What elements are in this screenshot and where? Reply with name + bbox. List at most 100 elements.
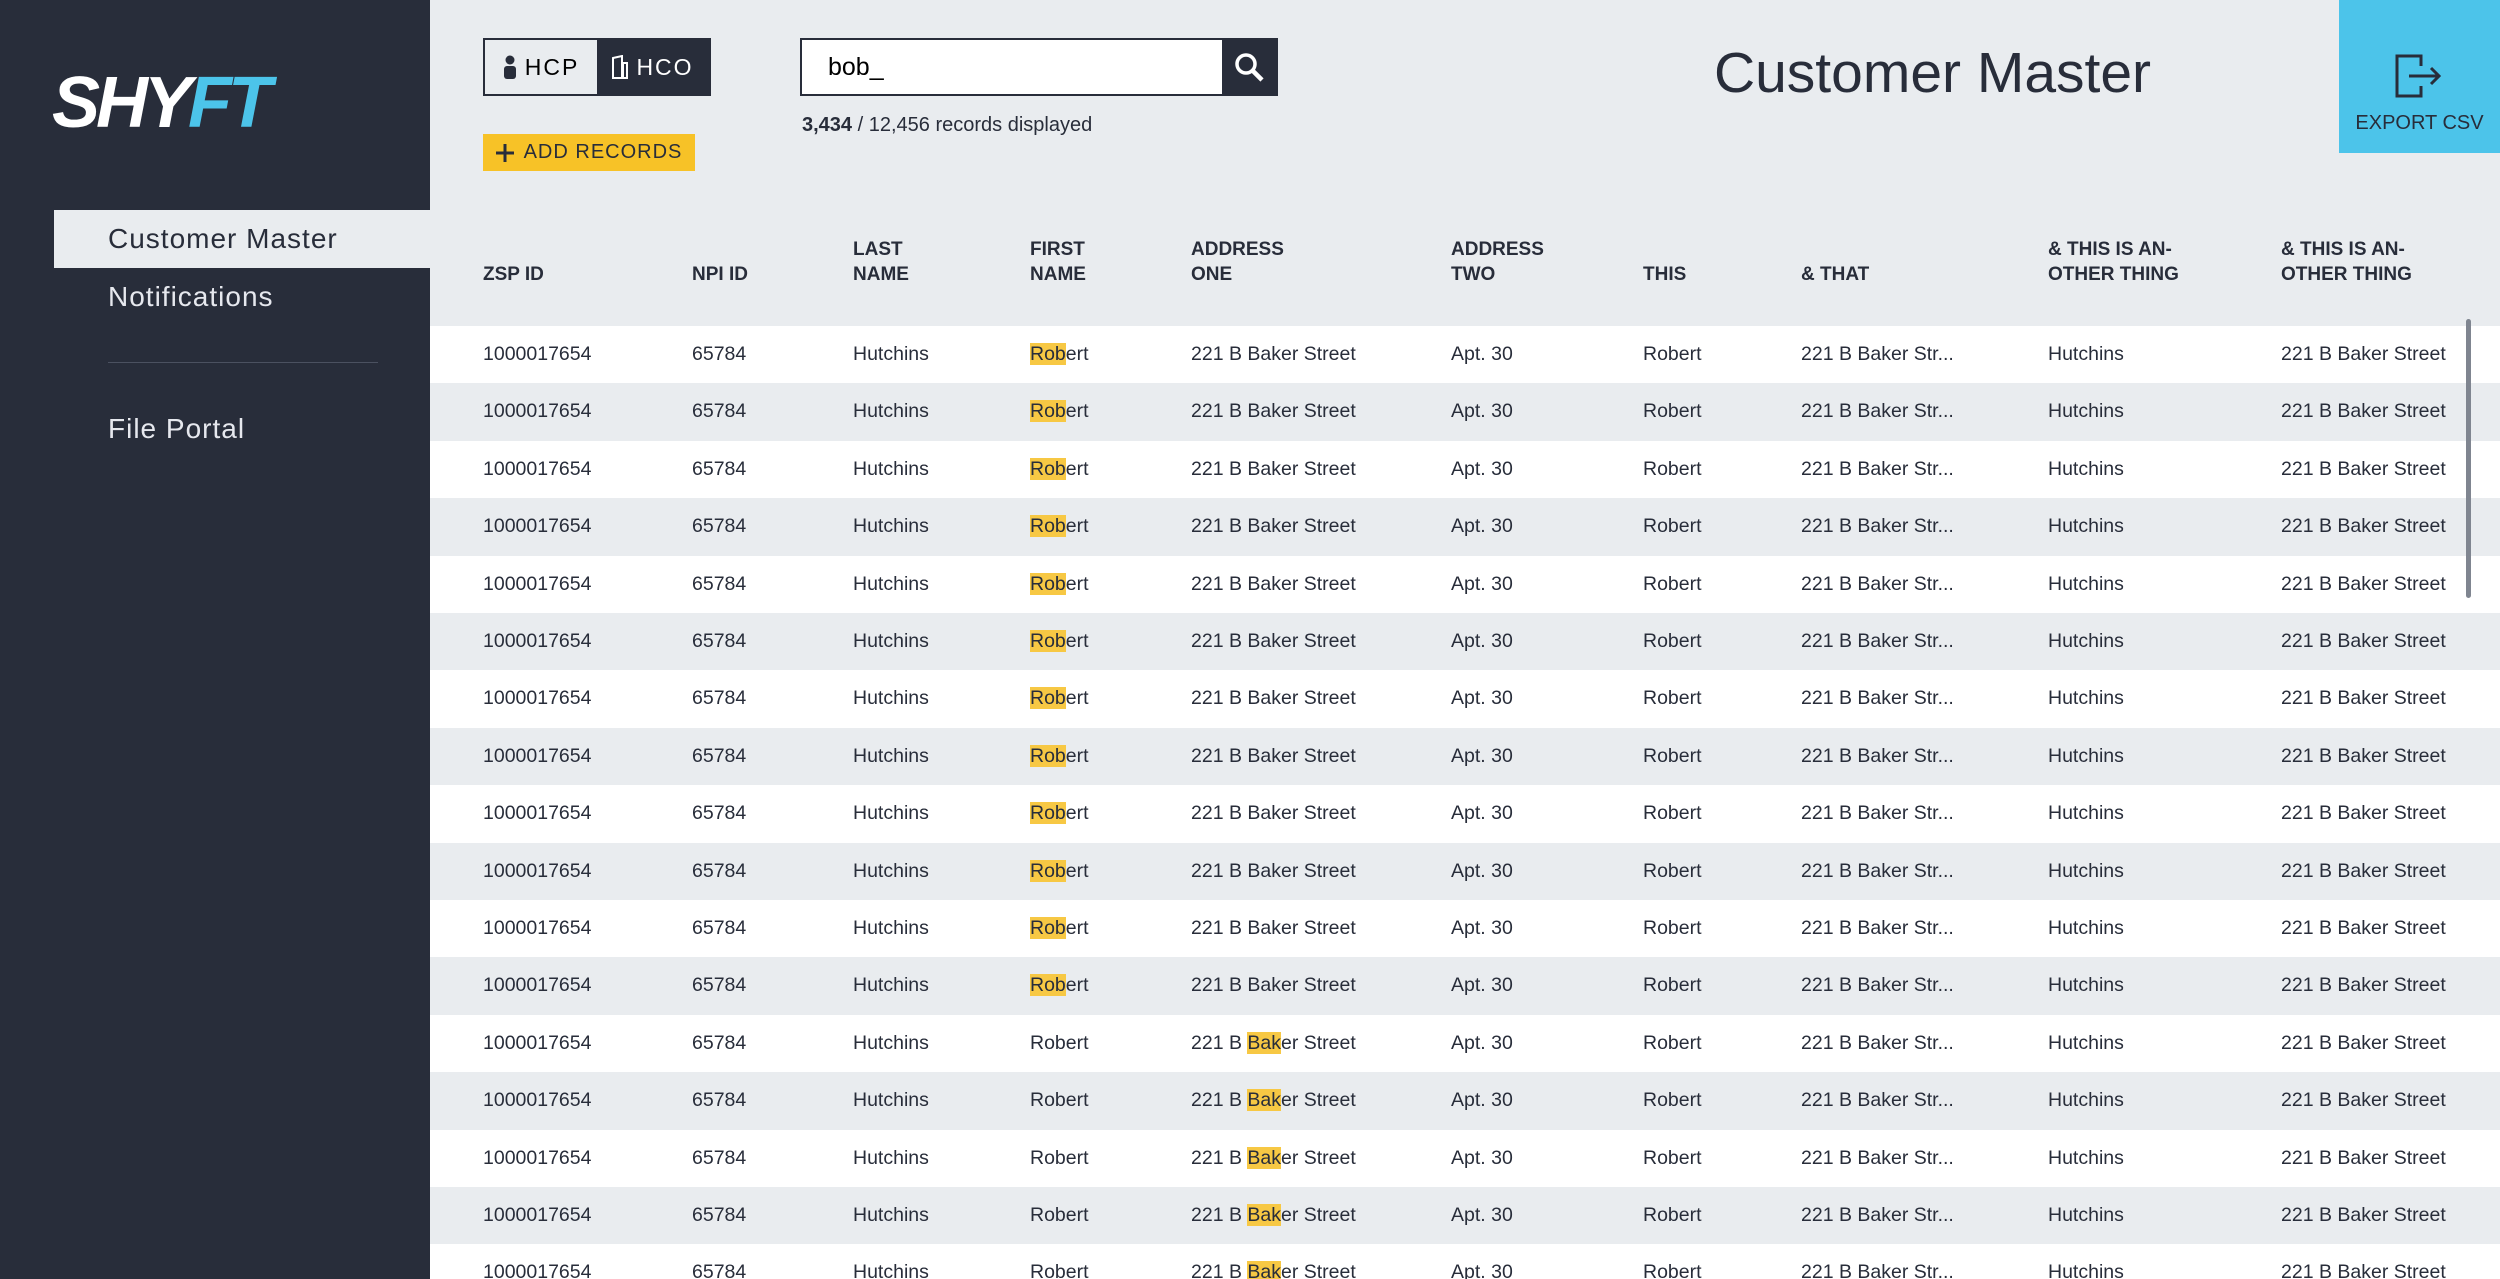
cell: 221 B Baker Street	[1191, 1130, 1356, 1187]
table-row[interactable]: 1000017654 65784 Hutchins Robert 221 B Baker…	[430, 383, 2500, 441]
table-row[interactable]: 1000017654 65784 Hutchins Robert 221 B Baker…	[430, 1187, 2500, 1245]
cell: 221 B Baker Street	[1191, 802, 1356, 825]
search-highlight: Rob	[1030, 515, 1066, 538]
table-row[interactable]: 1000017654 65784 Hutchins Robert 221 B Baker…	[430, 498, 2500, 556]
cell: 1000017654	[483, 1089, 592, 1112]
cell: 221 B Baker Street	[2281, 744, 2446, 767]
nav-item[interactable]: Customer Master	[54, 210, 430, 268]
cell-text: ert	[1065, 572, 1089, 595]
column-header: LAST NAME	[853, 239, 909, 285]
column-header: ZSP ID	[483, 264, 544, 285]
cell: 221 B Baker Street	[1191, 1187, 1356, 1244]
logo: SHYFT	[52, 62, 272, 144]
nav-item[interactable]: File Portal	[108, 413, 246, 444]
cell: Robert	[1030, 1146, 1089, 1169]
cell: Apt. 30	[1451, 630, 1513, 652]
cell: 65784	[692, 1146, 747, 1169]
cell: Apt. 30	[1451, 1089, 1513, 1112]
cell: 1000017654	[483, 1261, 592, 1279]
table-row[interactable]: 1000017654 65784 Hutchins Robert 221 B Baker…	[430, 326, 2500, 384]
cell: 65784	[692, 1261, 747, 1279]
cell: 221 B Baker Str...	[1801, 343, 1954, 365]
cell: 1000017654	[483, 802, 592, 825]
toggle-hco[interactable]: HCO	[597, 40, 709, 94]
cell: Robert	[1643, 515, 1702, 538]
cell: 221 B Baker Street	[2281, 859, 2446, 882]
search-highlight: Bak	[1247, 1089, 1281, 1112]
search-highlight: Rob	[1030, 343, 1066, 365]
column-header: & THAT	[1801, 264, 1870, 285]
column-header: FIRST NAME	[1030, 239, 1086, 285]
logo-part: FT	[188, 63, 272, 143]
cell-text: ert	[1065, 630, 1089, 652]
cell: Hutchins	[2048, 400, 2124, 423]
cell: 221 B Baker Street	[2281, 572, 2446, 595]
records-shown: 3,434	[802, 114, 853, 136]
cell-text: 221 B	[1191, 1031, 1248, 1054]
toggle-label: HCO	[636, 53, 694, 80]
cell: Robert	[1030, 441, 1089, 498]
search-query: bob_	[828, 53, 884, 81]
cell: Robert	[1643, 744, 1702, 767]
toggle-hcp[interactable]: HCP	[485, 40, 597, 94]
cell: 221 B Baker Street	[1191, 343, 1356, 365]
table-row[interactable]: 1000017654 65784 Hutchins Robert 221 B Baker…	[430, 785, 2500, 843]
cell: 221 B Baker Street	[2281, 1031, 2446, 1054]
cell: 1000017654	[483, 1031, 592, 1054]
cell: 1000017654	[483, 974, 592, 997]
cell: Robert	[1030, 1089, 1089, 1112]
cell: Hutchins	[2048, 1146, 2124, 1169]
cell: Apt. 30	[1451, 572, 1513, 595]
cell: Apt. 30	[1451, 1146, 1513, 1169]
cell: Robert	[1030, 1031, 1089, 1054]
cell: 221 B Baker Str...	[1801, 457, 1954, 480]
cell: Apt. 30	[1451, 515, 1513, 538]
cell: Robert	[1030, 670, 1089, 727]
table-row[interactable]: 1000017654 65784 Hutchins Robert 221 B Baker…	[430, 1244, 2500, 1279]
cell: Apt. 30	[1451, 457, 1513, 480]
cell: Robert	[1643, 859, 1702, 882]
table-row[interactable]: 1000017654 65784 Hutchins Robert 221 B Baker…	[430, 440, 2500, 499]
table-row[interactable]: 1000017654 65784 Hutchins Robert 221 B Baker…	[430, 1129, 2500, 1187]
cell: 221 B Baker Street	[2281, 515, 2446, 538]
cell: 221 B Baker Street	[1191, 974, 1356, 997]
table-row[interactable]: 1000017654 65784 Hutchins Robert 221 B Baker…	[430, 727, 2500, 786]
table-row[interactable]: 1000017654 65784 Hutchins Robert 221 B Baker…	[430, 1014, 2500, 1073]
add-records-button[interactable]: ADD RECORDS	[483, 134, 695, 171]
cell: Robert	[1030, 326, 1089, 383]
cell: 221 B Baker Street	[1191, 859, 1356, 882]
table-row[interactable]: 1000017654 65784 Hutchins Robert 221 B Baker…	[430, 842, 2500, 900]
cell: 65784	[692, 400, 747, 423]
cell: Hutchins	[2048, 343, 2124, 365]
cell-text: ert	[1065, 687, 1089, 710]
cell: 65784	[692, 457, 747, 480]
cell: Hutchins	[2048, 1204, 2124, 1226]
table-row[interactable]: 1000017654 65784 Hutchins Robert 221 B Baker…	[430, 900, 2500, 958]
cell: Robert	[1643, 1146, 1702, 1169]
search-button[interactable]	[1222, 40, 1276, 94]
nav-item[interactable]: Notifications	[108, 281, 274, 312]
cell-text: ert	[1065, 457, 1089, 480]
scrollbar[interactable]	[2466, 319, 2471, 598]
table-row[interactable]: 1000017654 65784 Hutchins Robert 221 B Baker…	[430, 670, 2500, 728]
cell: 221 B Baker Street	[2281, 974, 2446, 997]
cell: 221 B Baker Street	[1191, 917, 1356, 939]
search-box[interactable]: bob_	[800, 38, 1278, 96]
export-button[interactable]: EXPORT CSV	[2339, 0, 2500, 153]
table-row[interactable]: 1000017654 65784 Hutchins Robert 221 B Baker…	[430, 613, 2500, 671]
cell: Robert	[1030, 843, 1089, 900]
table-row[interactable]: 1000017654 65784 Hutchins Robert 221 B Baker…	[430, 555, 2500, 613]
cell: 221 B Baker Street	[1191, 1015, 1356, 1072]
cell: Robert	[1030, 728, 1089, 785]
cell-text: ert	[1065, 343, 1089, 365]
cell: 65784	[692, 630, 747, 652]
table-row[interactable]: 1000017654 65784 Hutchins Robert 221 B Baker…	[430, 957, 2500, 1015]
cell-text: ert	[1065, 859, 1089, 882]
cell: 221 B Baker Street	[1191, 515, 1356, 538]
table-row[interactable]: 1000017654 65784 Hutchins Robert 221 B Baker…	[430, 1072, 2500, 1130]
cell: Apt. 30	[1451, 802, 1513, 825]
search-highlight: Bak	[1247, 1204, 1281, 1226]
cell: Robert	[1030, 900, 1089, 957]
cell: 221 B Baker Street	[1191, 744, 1356, 767]
cell: Hutchins	[2048, 974, 2124, 997]
